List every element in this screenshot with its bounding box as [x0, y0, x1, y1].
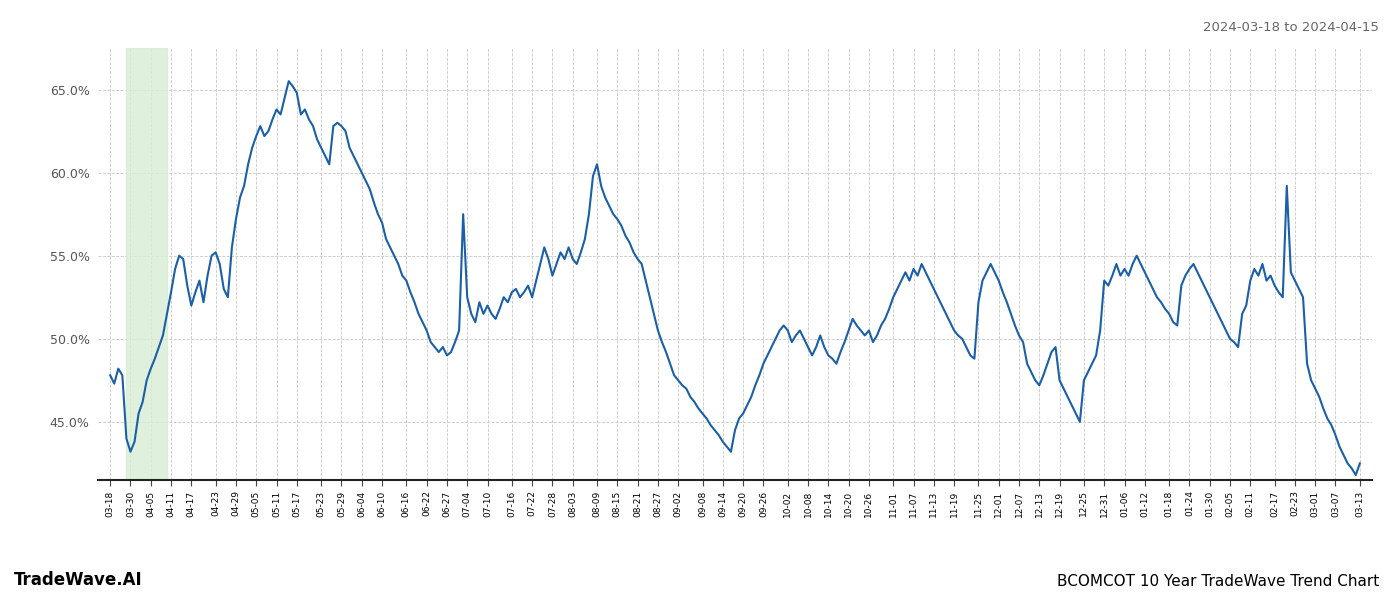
- Text: BCOMCOT 10 Year TradeWave Trend Chart: BCOMCOT 10 Year TradeWave Trend Chart: [1057, 574, 1379, 589]
- Bar: [126, 48, 167, 480]
- Text: TradeWave.AI: TradeWave.AI: [14, 571, 143, 589]
- Text: 2024-03-18 to 2024-04-15: 2024-03-18 to 2024-04-15: [1203, 21, 1379, 34]
